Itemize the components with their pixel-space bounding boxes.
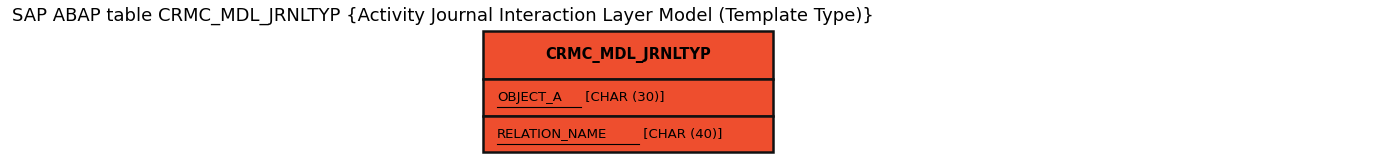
Text: OBJECT_A: OBJECT_A (497, 91, 562, 104)
Text: RELATION_NAME: RELATION_NAME (497, 128, 607, 141)
Text: SAP ABAP table CRMC_MDL_JRNLTYP {Activity Journal Interaction Layer Model (Templ: SAP ABAP table CRMC_MDL_JRNLTYP {Activit… (12, 6, 874, 25)
FancyBboxPatch shape (483, 79, 773, 116)
Text: CRMC_MDL_JRNLTYP: CRMC_MDL_JRNLTYP (545, 47, 711, 63)
FancyBboxPatch shape (483, 116, 773, 152)
FancyBboxPatch shape (483, 31, 773, 79)
Text: [CHAR (40)]: [CHAR (40)] (639, 128, 723, 141)
Text: [CHAR (30)]: [CHAR (30)] (581, 91, 664, 104)
